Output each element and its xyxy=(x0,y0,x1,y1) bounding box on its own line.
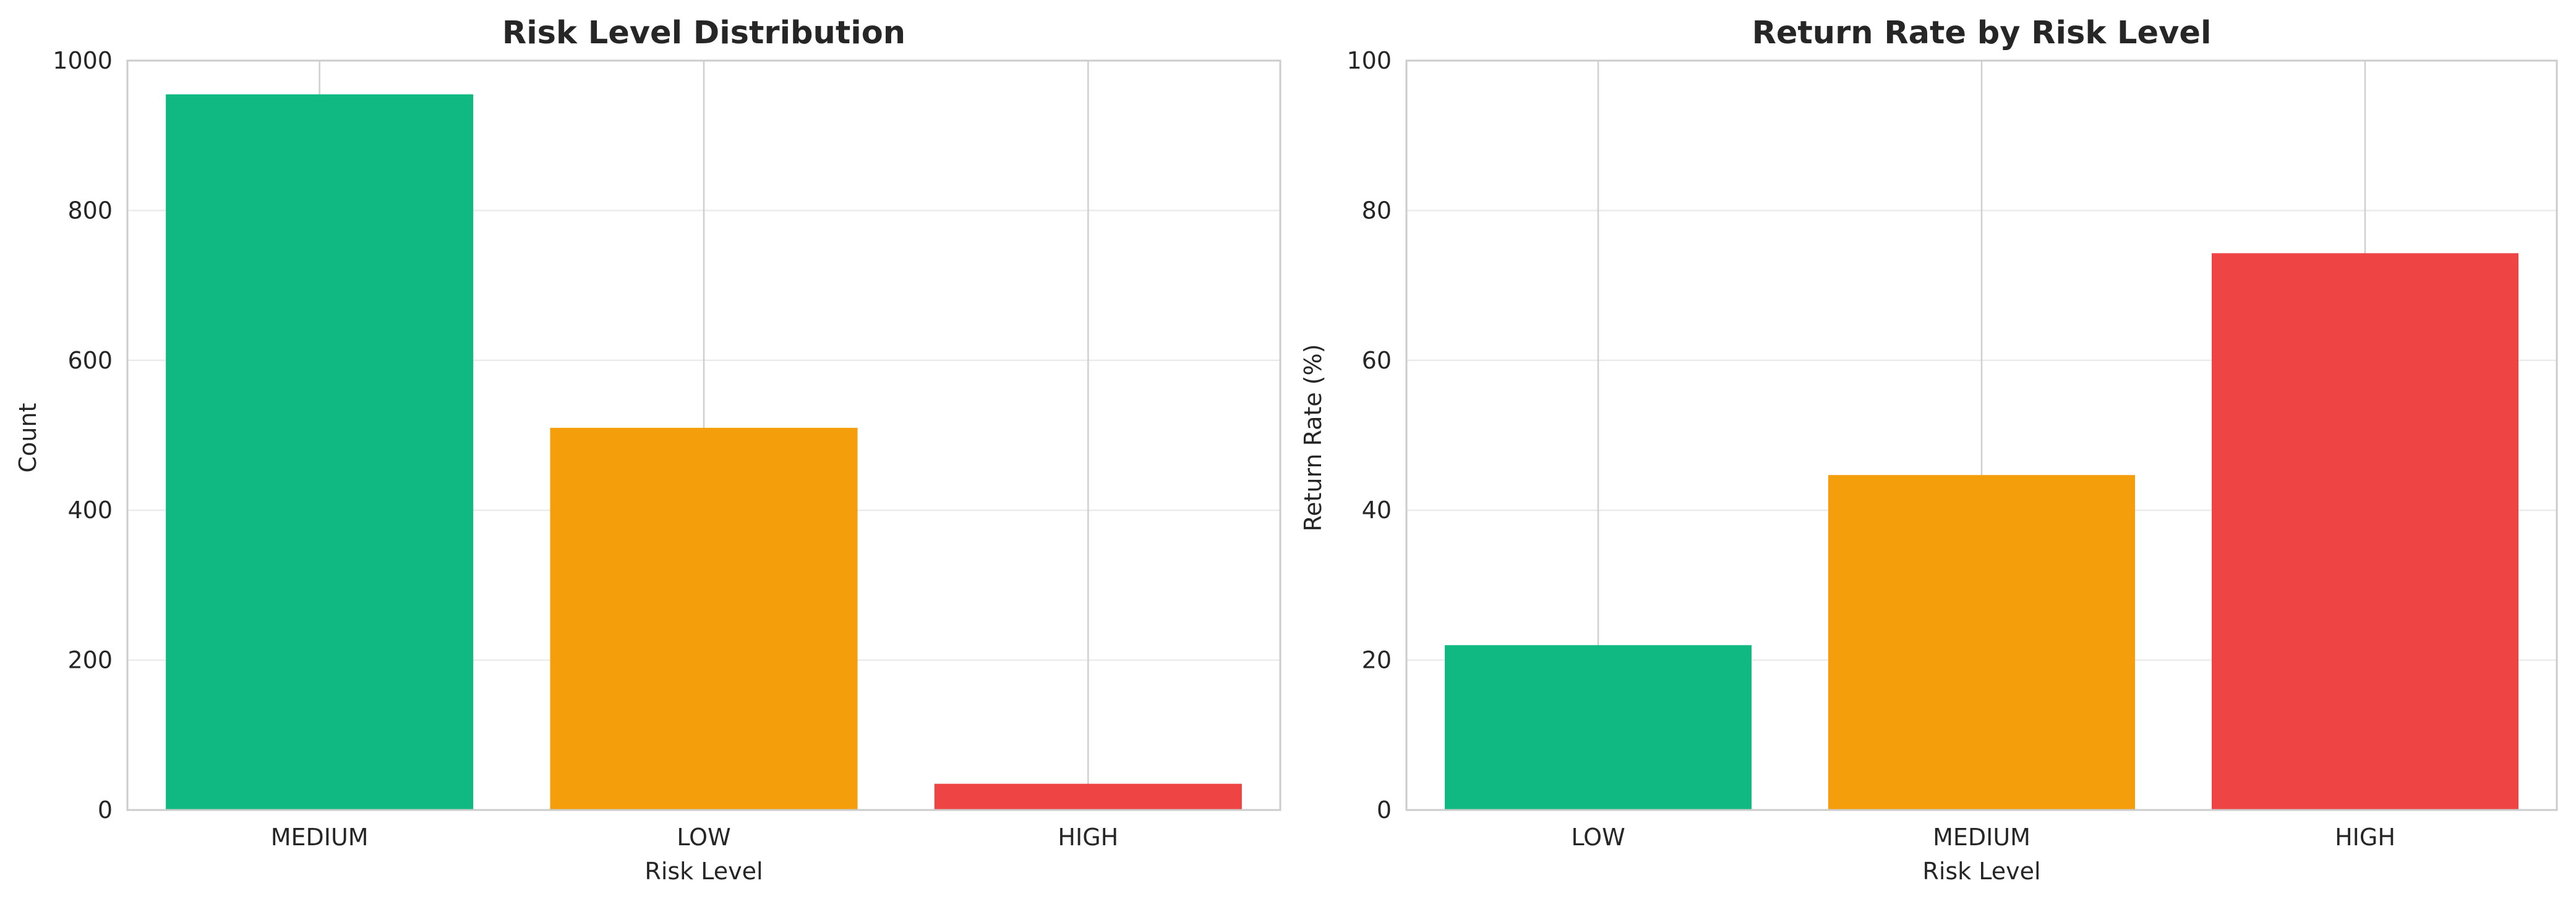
y-tick-label: 100 xyxy=(1346,47,1392,74)
x-tick-label: MEDIUM xyxy=(271,824,369,851)
axes-frame xyxy=(1405,59,2558,811)
x-ticks: LOW MEDIUM HIGH xyxy=(1571,824,2395,851)
y-tick-label: 0 xyxy=(1377,796,1392,824)
x-tick-label: HIGH xyxy=(1058,824,1118,851)
y-ticks: 0 20 40 60 80 100 xyxy=(1346,47,1392,824)
y-tick-label: 0 xyxy=(98,796,113,824)
bar-medium xyxy=(166,94,474,810)
y-tick-label: 800 xyxy=(67,197,113,224)
chart-title: Risk Level Distribution xyxy=(502,15,905,51)
y-axis-label: Return Rate (%) xyxy=(1299,344,1327,531)
bar-high xyxy=(934,783,1242,810)
x-axis-label: Risk Level xyxy=(644,858,763,885)
y-tick-label: 20 xyxy=(1362,647,1392,674)
bar-high xyxy=(2212,253,2518,810)
bars xyxy=(1445,253,2518,810)
y-tick-label: 40 xyxy=(1362,497,1392,524)
x-tick-label: HIGH xyxy=(2335,824,2395,851)
y-tick-label: 80 xyxy=(1362,197,1392,224)
y-tick-label: 600 xyxy=(67,347,113,374)
x-axis-label: Risk Level xyxy=(1922,858,2040,885)
y-tick-label: 400 xyxy=(67,497,113,524)
y-ticks: 0 200 400 600 800 1000 xyxy=(53,47,113,824)
risk-distribution-chart: Risk Level Distribution 0 200 400 600 800 100… xyxy=(14,15,1282,885)
axes-frame xyxy=(126,59,1282,811)
bars xyxy=(166,94,1242,810)
x-tick-label: LOW xyxy=(677,824,730,851)
x-tick-label: LOW xyxy=(1571,824,1625,851)
y-tick-label: 60 xyxy=(1362,347,1392,374)
bar-medium xyxy=(1828,475,2135,810)
bar-low xyxy=(550,427,858,810)
x-ticks: MEDIUM LOW HIGH xyxy=(271,824,1119,851)
bar-low xyxy=(1445,645,1752,810)
x-tick-label: MEDIUM xyxy=(1933,824,2030,851)
chart-title: Return Rate by Risk Level xyxy=(1752,15,2212,51)
y-tick-label: 200 xyxy=(67,647,113,674)
return-rate-chart: Return Rate by Risk Level 0 20 40 60 80 100 L… xyxy=(1299,15,2558,885)
y-tick-label: 1000 xyxy=(53,47,113,74)
y-axis-label: Count xyxy=(14,403,41,473)
